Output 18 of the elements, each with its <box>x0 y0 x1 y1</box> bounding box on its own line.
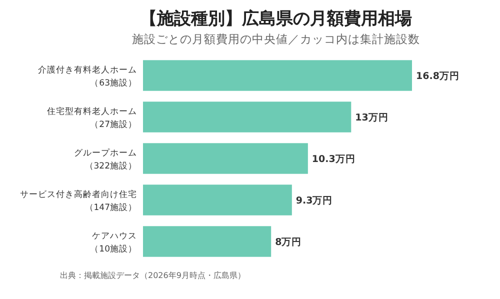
data-label: 9.3万円 <box>296 196 333 206</box>
y-tick-label: グループホーム（322施設） <box>74 148 137 172</box>
y-tick-label: 介護付き有料老人ホーム（63施設） <box>38 64 137 89</box>
y-tick-label: 住宅型有料老人ホーム（27施設） <box>47 106 137 130</box>
chart-subtitle: 施設ごとの月額費用の中央値／カッコ内は集計施設数 <box>132 32 420 46</box>
bar <box>143 226 272 257</box>
bar <box>143 143 308 174</box>
data-label: 8万円 <box>275 236 302 248</box>
data-label: 10.3万円 <box>312 154 356 165</box>
data-label: 16.8万円 <box>416 71 460 82</box>
y-tick-label: サービス付き高齢者向け住宅（147施設） <box>20 189 137 213</box>
data-label: 13万円 <box>355 112 388 124</box>
chart-title: 【施設種別】広島県の月額費用相場 <box>140 9 412 29</box>
bar <box>143 102 352 132</box>
y-tick-label: ケアハウス（10施設） <box>90 231 137 254</box>
source-note: 出典：掲載施設データ（2026年9月時点・広島県） <box>60 271 246 280</box>
bar <box>143 184 292 216</box>
bar <box>143 60 412 91</box>
